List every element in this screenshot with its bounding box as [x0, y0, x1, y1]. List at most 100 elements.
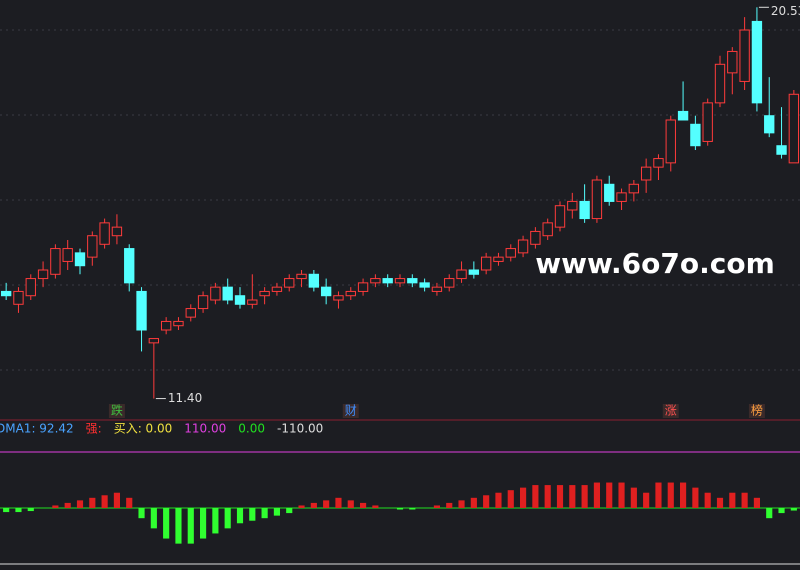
candle-body	[271, 286, 283, 292]
indicator-bar	[212, 508, 219, 534]
indicator-bar	[76, 500, 84, 508]
event-marker: 涨	[665, 403, 677, 418]
indicator-bar	[126, 497, 133, 508]
indicator-bar	[3, 508, 10, 513]
candle-body	[456, 269, 467, 280]
indicator-bar	[273, 508, 280, 516]
indicator-bar	[52, 505, 59, 508]
indicator-bar	[630, 487, 637, 508]
indicator-bar	[470, 497, 477, 508]
candle-body	[480, 256, 492, 271]
candle-body	[345, 290, 356, 297]
candle-body	[357, 282, 369, 292]
candle-body	[505, 248, 516, 258]
indicator-bar	[323, 500, 330, 508]
candle-body	[37, 269, 49, 280]
indicator-bar	[310, 502, 317, 508]
event-marker-bg	[108, 404, 125, 418]
candle-body	[333, 295, 344, 301]
candle-body	[173, 320, 184, 327]
indicator-bar	[446, 502, 453, 508]
candle-body	[591, 179, 603, 220]
candle-body	[160, 320, 172, 331]
indicator-bar	[716, 497, 724, 508]
indicator-bar	[704, 492, 711, 508]
candle-body	[788, 93, 800, 164]
indicator-bar	[483, 495, 490, 508]
candle-body	[764, 115, 775, 134]
indicator-bar	[409, 508, 416, 510]
candle-body	[296, 273, 307, 280]
indicator-bar	[680, 482, 687, 508]
event-marker-bg	[748, 404, 765, 418]
candle-body	[628, 183, 640, 194]
indicator-bar	[101, 495, 108, 508]
indicator-bar	[692, 487, 699, 508]
indicator-bar	[556, 485, 564, 508]
candle-body	[197, 295, 209, 310]
indicator-bar	[753, 497, 760, 508]
candle-body	[567, 200, 578, 211]
indicator-bar	[741, 492, 748, 508]
candle-body	[74, 252, 86, 267]
indicator-bar	[200, 508, 207, 539]
indicator-legend: 强:	[86, 422, 102, 436]
event-marker: 财	[345, 404, 357, 418]
indicator-bar	[163, 508, 170, 539]
candle-body	[284, 278, 295, 288]
event-marker: 榜	[751, 403, 763, 418]
indicator-bar	[150, 508, 157, 529]
indicator-bar	[520, 487, 527, 508]
candle-body	[259, 290, 270, 297]
indicator-bar	[187, 508, 194, 544]
event-marker: 跌	[111, 403, 123, 418]
indicator-bar	[27, 508, 34, 512]
candle-body	[50, 248, 61, 275]
indicator-bar	[360, 502, 367, 508]
candle-body	[136, 290, 147, 331]
candle-body	[653, 158, 664, 168]
candle-body	[542, 222, 553, 237]
indicator-bar	[249, 508, 256, 521]
candle-body	[714, 63, 726, 104]
indicator-bar	[544, 485, 551, 508]
indicator-bar	[261, 508, 268, 519]
candle-body	[616, 192, 627, 202]
indicator-legend: -110.00	[277, 422, 323, 436]
indicator-bar	[286, 508, 293, 514]
candle-body	[776, 145, 787, 155]
indicator-bar	[778, 508, 785, 514]
candle-body	[702, 102, 713, 142]
candle-body	[308, 273, 320, 288]
candle-body	[394, 278, 406, 284]
indicator-bar	[64, 502, 71, 508]
candle-body	[370, 278, 381, 284]
indicator-bar	[618, 482, 625, 508]
low-label: 11.40	[168, 391, 202, 405]
candle-body	[99, 222, 110, 245]
indicator-bar	[729, 492, 736, 508]
candle-body	[751, 20, 763, 104]
indicator-bar	[335, 497, 342, 508]
indicator-bar	[15, 508, 22, 513]
candle-body	[234, 295, 246, 305]
indicator-bar	[532, 485, 539, 508]
candle-body	[517, 239, 529, 254]
candle-body	[419, 282, 430, 288]
event-marker-bg	[342, 404, 359, 418]
indicator-bar	[433, 505, 440, 508]
candle-body	[382, 278, 393, 284]
indicator-legend: DMA1: 92.42	[0, 422, 74, 436]
indicator-legend: 买入: 0.00	[114, 422, 173, 436]
indicator-bar	[138, 508, 145, 519]
indicator-bar	[236, 508, 244, 524]
indicator-bar	[495, 492, 502, 508]
candle-body	[665, 119, 676, 164]
candle-body	[185, 308, 196, 318]
candle-body	[640, 166, 652, 181]
indicator-bar	[655, 482, 662, 508]
indicator-bar	[593, 482, 600, 508]
candle-body	[111, 226, 123, 237]
indicator-bar	[347, 500, 354, 508]
